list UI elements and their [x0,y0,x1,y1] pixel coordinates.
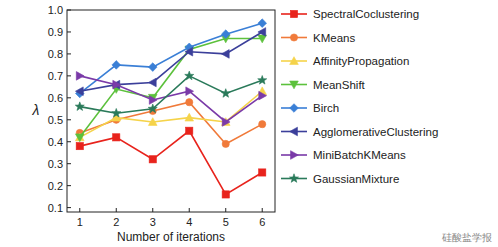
series-point [113,134,120,141]
legend-label: AgglomerativeClustering [313,126,438,138]
series-point [185,113,194,121]
series-point [149,156,156,163]
legend-label: MeanShift [313,79,366,91]
series-point [185,47,193,56]
legend: SpectralCoclustering KMeans AffinityPropag… [281,8,438,185]
y-tick-label: 0.7 [48,70,63,82]
series-point [259,121,266,128]
y-tick-label: 0.5 [48,114,63,126]
y-tick [67,97,71,98]
legend-marker [290,127,298,136]
x-tick [189,208,190,212]
legend-marker [290,81,299,89]
series-point [222,118,230,127]
y-tick-label: 0.3 [48,158,63,170]
legend-marker [290,104,299,113]
series-point [186,87,194,96]
x-tick [116,208,117,212]
series-point [222,140,229,147]
series-point [112,80,120,89]
series-point [75,87,83,96]
series-line [80,91,262,137]
series-point [258,76,267,85]
series-point [149,96,157,105]
legend-label: Birch [313,102,339,114]
x-tick-label: 1 [77,216,83,228]
series-point [258,19,267,28]
series-point [186,99,193,106]
x-tick [225,208,226,212]
y-tick [67,31,71,32]
series-line [80,131,262,195]
legend-marker [291,151,299,160]
x-tick-label: 2 [113,216,119,228]
legend-marker [290,57,299,65]
series-point [148,63,157,72]
series-point [112,108,121,117]
legend-marker [290,10,297,17]
y-tick [67,141,71,142]
series-point [259,169,266,176]
plot-frame [67,10,275,212]
series-line [80,76,262,122]
legend-marker [290,34,297,41]
legend-label: MiniBatchKMeans [313,149,406,161]
y-tick [67,10,71,11]
series-point [221,30,230,39]
series-point [113,80,121,89]
series-point [75,133,84,141]
chart: 0.1 0.2 0.3 0.4 0.5 0.6 0.7 0.8 0.9 1.0 1 2 3 4 5 6 Numb… [0,0,498,247]
series-point [258,28,266,37]
legend-label: KMeans [313,32,355,44]
y-axis-label: λ [32,102,40,118]
y-tick [67,185,71,186]
y-tick-label: 0.8 [48,48,63,60]
series-point [259,91,267,100]
series-point [148,118,157,126]
x-tick [152,208,153,212]
y-tick-label: 0.9 [48,26,63,38]
legend-label: AffinityPropagation [313,55,409,67]
series-point [76,143,83,150]
series-line [80,76,262,113]
x-axis-label: Number of iterations [117,230,225,244]
series-point [112,61,121,70]
y-tick-label: 0.2 [48,180,63,192]
legend-label: GaussianMixture [313,173,399,185]
series-point [221,50,229,59]
series-point [185,71,194,80]
y-tick-label: 0.6 [48,92,63,104]
plot-data [75,19,267,198]
series-point [148,78,156,87]
series-point [221,89,230,98]
series-point [148,104,157,113]
y-tick-label: 1.0 [48,4,63,16]
legend-marker [289,174,298,183]
series-point [76,72,84,81]
series-point [222,191,229,198]
y-tick [67,75,71,76]
y-tick-label: 0.4 [48,136,63,148]
series-point [75,102,84,111]
x-tick [79,208,80,212]
y-tick [67,163,71,164]
y-tick-label: 0.1 [48,202,63,214]
y-tick [67,119,71,120]
x-tick-label: 5 [223,216,229,228]
series-point [75,134,84,142]
x-tick-label: 3 [150,216,156,228]
series-point [186,127,193,134]
x-tick-label: 4 [186,216,192,228]
x-tick-label: 6 [259,216,265,228]
legend-label: SpectralCoclustering [313,8,419,20]
x-tick [262,208,263,212]
y-tick [67,207,71,208]
series-line [80,39,262,138]
y-tick [67,53,71,54]
watermark: 硅酸盐学报 [441,232,492,243]
